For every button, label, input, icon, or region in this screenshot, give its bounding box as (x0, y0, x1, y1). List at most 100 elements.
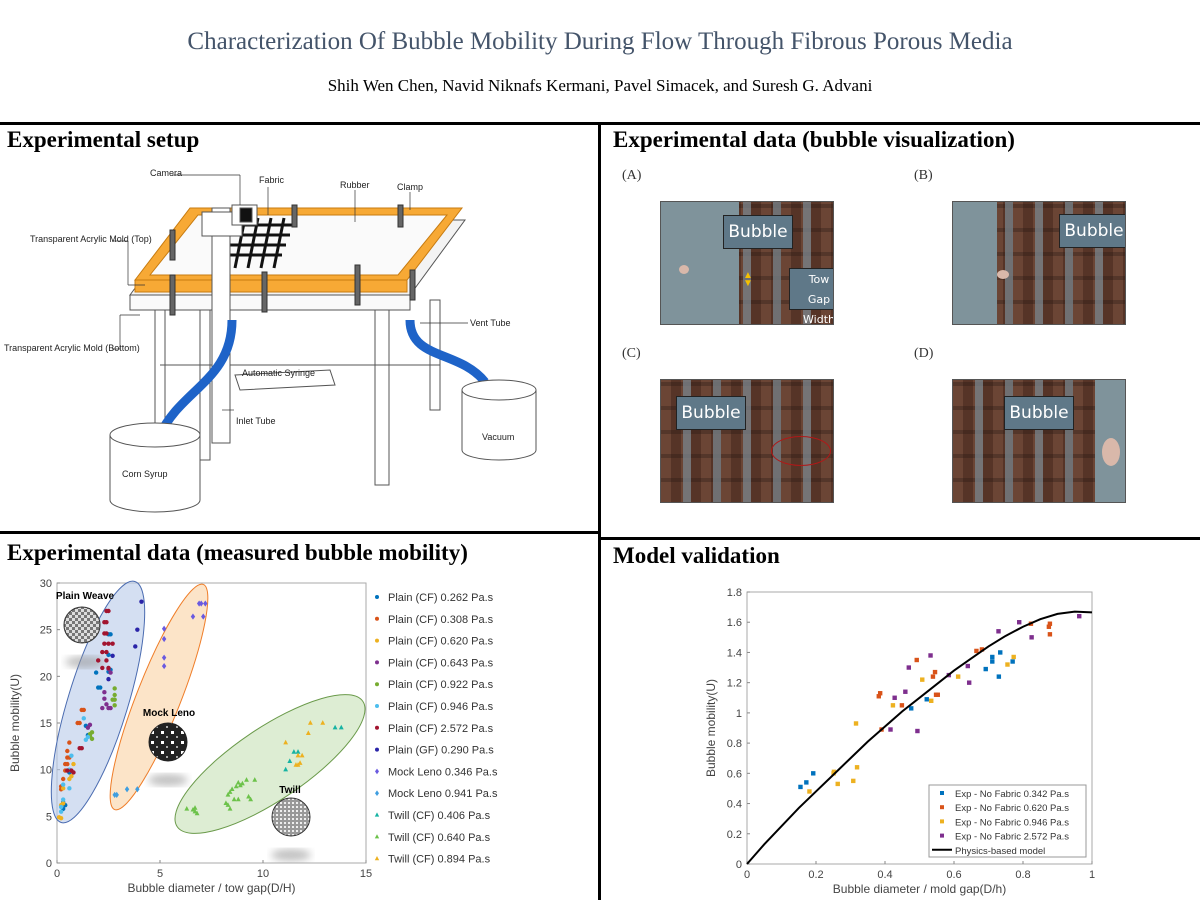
y-tick-label: 0.6 (727, 768, 742, 780)
data-point (110, 697, 115, 702)
legend-entry: Twill (CF) 0.406 Pa.s (388, 810, 491, 822)
data-point (375, 725, 379, 730)
data-point (108, 632, 113, 637)
data-point (58, 809, 64, 814)
annotation-twill: Twill (279, 785, 301, 796)
data-point (1029, 635, 1034, 640)
y-tick-label: 20 (40, 671, 52, 683)
y-tick-label: 10 (40, 765, 52, 777)
data-point (996, 674, 1002, 679)
x-tick-label: 0 (54, 868, 60, 880)
data-point (374, 834, 380, 839)
data-point (888, 727, 893, 732)
data-point (85, 734, 91, 740)
syringe-icon (234, 369, 336, 391)
photo-d: Bubble (952, 379, 1126, 503)
clamp-icon (169, 204, 416, 316)
arrow-icon: ▲ ▼ (743, 270, 753, 289)
bubble (1102, 438, 1120, 466)
data-point (246, 793, 251, 799)
series-plain-cf-2-572-pa-s (65, 608, 115, 775)
data-point (804, 780, 809, 785)
data-point (71, 761, 76, 767)
data-point (906, 665, 912, 670)
data-point (295, 752, 301, 758)
data-point (192, 805, 198, 810)
label-syringe: Automatic Syringe (242, 368, 316, 378)
data-point (1047, 621, 1053, 626)
data-point (979, 647, 985, 652)
x-axis-label: Bubble diameter / mold gap(D/h) (833, 882, 1006, 896)
data-point (295, 749, 301, 754)
series-twill-cf-0-894-pa-s (283, 720, 326, 767)
x-tick-label: 1 (1089, 869, 1095, 881)
data-point (1047, 632, 1053, 637)
data-point (966, 680, 972, 685)
data-point (67, 786, 72, 791)
data-point (104, 649, 109, 655)
bubble (997, 270, 1009, 279)
annotation-mock-leno: Mock Leno (143, 708, 195, 719)
y-tick-label: 1.2 (727, 678, 742, 690)
data-point (139, 599, 144, 604)
data-point (892, 695, 897, 700)
data-point (1005, 662, 1010, 667)
data-point (85, 725, 91, 730)
data-point (77, 720, 82, 726)
data-point (1017, 620, 1022, 625)
legend-entry: Plain (CF) 0.308 Pa.s (388, 614, 494, 626)
series-exp-no-fabric-0-342-pa-s (798, 650, 1015, 790)
data-point (876, 694, 881, 699)
series-exp-no-fabric-0-946-pa-s (807, 654, 1016, 794)
y-tick-label: 15 (40, 718, 52, 730)
panel-label-d: (D) (914, 346, 934, 361)
data-point (375, 768, 379, 775)
data-point (320, 720, 326, 725)
series-twill-cf-0-406-pa-s (283, 724, 344, 772)
data-point (135, 786, 140, 793)
legend-entry: Mock Leno 0.346 Pa.s (388, 766, 498, 778)
model-curve (746, 610, 1093, 865)
data-point (60, 776, 66, 782)
data-point (81, 707, 86, 713)
data-point (104, 658, 109, 663)
data-point (940, 833, 944, 838)
legend-entry: Plain (CF) 0.262 Pa.s (388, 592, 494, 604)
vacuum-container (461, 379, 537, 461)
data-point (807, 789, 812, 794)
series-physics-based-model (746, 610, 1093, 865)
data-point (375, 660, 379, 665)
data-point (920, 677, 925, 682)
x-tick-label: 0.6 (946, 869, 961, 881)
photo-b: Bubble (952, 201, 1126, 325)
data-point (940, 805, 944, 810)
data-point (1077, 613, 1082, 619)
data-point (233, 783, 239, 789)
data-point (283, 766, 289, 772)
x-axis-label: Bubble diameter / tow gap(D/H) (127, 881, 295, 895)
data-point (965, 663, 970, 669)
section-heading-setup: Experimental setup (7, 127, 200, 152)
data-point (227, 789, 233, 794)
y-tick-label: 1.8 (727, 587, 742, 599)
data-point (124, 786, 130, 793)
data-point (239, 780, 245, 786)
y-tick-label: 0 (736, 859, 742, 871)
data-point (108, 670, 113, 675)
y-tick-label: 0.8 (727, 738, 742, 750)
data-point (851, 778, 856, 784)
legend-entry: Plain (CF) 0.620 Pa.s (388, 636, 494, 648)
data-point (65, 761, 70, 767)
legend-entry: Mock Leno 0.941 Pa.s (388, 788, 498, 800)
photo-a: Bubble Tow Gap Width ▲ ▼ (660, 201, 834, 325)
legend-entry: Plain (CF) 2.572 Pa.s (388, 723, 494, 735)
data-point (299, 752, 305, 758)
series-exp-no-fabric-2-572-pa-s (888, 613, 1082, 734)
data-point (112, 703, 117, 708)
data-point (1011, 654, 1016, 660)
data-point (940, 819, 944, 824)
data-point (58, 804, 64, 810)
data-point (184, 806, 190, 811)
data-point (831, 769, 837, 775)
data-point (932, 669, 938, 675)
